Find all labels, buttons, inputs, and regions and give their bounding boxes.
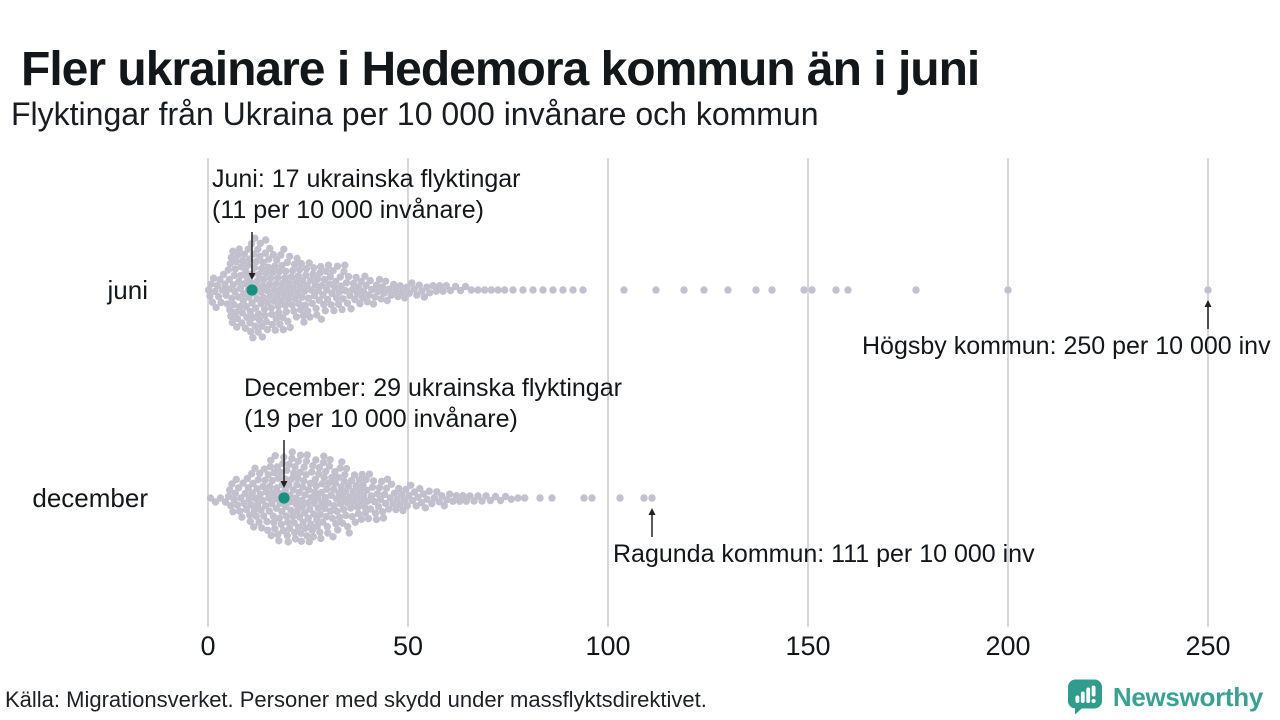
x-tick-label: 100: [585, 631, 631, 661]
row-label-juni: juni: [107, 275, 148, 305]
newsworthy-bar-chart-bubble-icon: [1067, 679, 1102, 715]
annotation-juni-highlight: Juni: 17 ukrainska flyktingar (11 per 10…: [212, 164, 520, 226]
annotation-ragunda: Ragunda kommun: 111 per 10 000 inv: [613, 539, 1035, 570]
x-tick-label: 200: [985, 631, 1031, 661]
chart-subtitle: Flyktingar från Ukraina per 10 000 invån…: [11, 96, 819, 132]
annotation-line: Högsby kommun: 250 per 10 000 inv: [862, 332, 1271, 360]
x-tick-label: 150: [785, 631, 831, 661]
row-label-december: december: [32, 483, 148, 513]
annotation-hogsby: Högsby kommun: 250 per 10 000 inv: [862, 331, 1271, 362]
newsworthy-wordmark: Newsworthy: [1112, 681, 1263, 712]
annotation-line: (19 per 10 000 invånare): [244, 405, 518, 433]
x-tick-label: 0: [200, 631, 216, 661]
annotation-line: (11 per 10 000 invånare): [212, 196, 484, 224]
annotation-line: Juni: 17 ukrainska flyktingar: [212, 165, 521, 193]
annotation-line: December: 29 ukrainska flyktingar: [244, 374, 622, 402]
newsworthy-logo: Newsworthy: [1066, 678, 1263, 716]
page-title: Fler ukrainare i Hedemora kommun än i ju…: [21, 43, 980, 97]
annotation-december-highlight: December: 29 ukrainska flyktingar (19 pe…: [244, 373, 622, 435]
x-tick-label: 250: [1185, 631, 1231, 661]
annotation-line: Ragunda kommun: 111 per 10 000 inv: [613, 540, 1035, 568]
source-note: Källa: Migrationsverket. Personer med sk…: [5, 687, 707, 712]
x-tick-label: 50: [392, 631, 424, 661]
